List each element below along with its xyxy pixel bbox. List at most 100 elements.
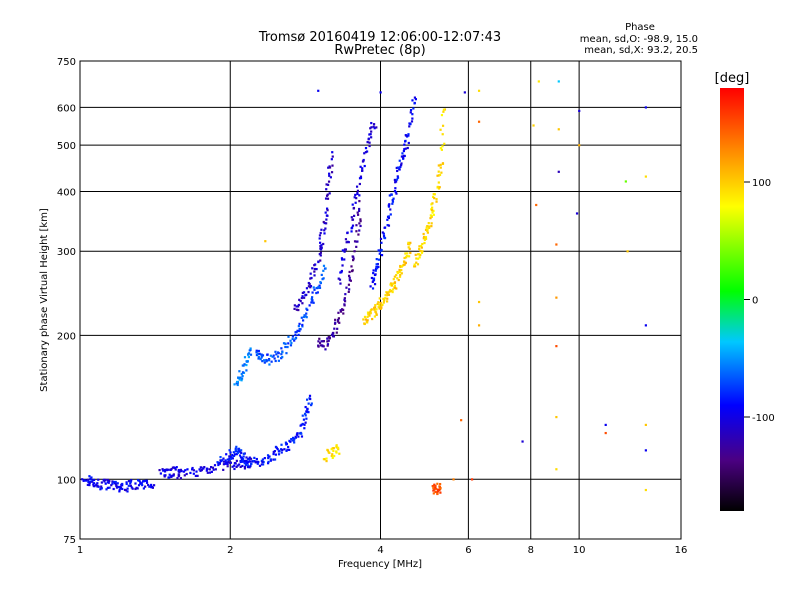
data-point — [418, 247, 421, 251]
data-point — [298, 329, 301, 333]
data-point — [301, 325, 304, 328]
data-point — [380, 253, 384, 257]
data-point — [348, 276, 351, 279]
data-point — [322, 269, 325, 272]
data-point — [242, 364, 245, 367]
data-point — [205, 467, 209, 470]
data-point — [432, 193, 435, 196]
data-point — [367, 313, 370, 316]
data-point — [312, 301, 315, 304]
data-point — [293, 438, 296, 441]
data-point — [322, 340, 325, 343]
data-point — [377, 305, 380, 308]
data-point — [234, 447, 237, 450]
data-point — [235, 445, 238, 448]
data-point — [301, 302, 304, 305]
data-point — [413, 263, 416, 266]
data-point — [253, 456, 256, 459]
data-point — [397, 278, 400, 282]
data-point — [400, 155, 404, 158]
data-point — [395, 166, 398, 170]
data-point — [110, 484, 113, 487]
data-point — [297, 305, 300, 308]
data-point — [391, 290, 394, 294]
data-point — [237, 376, 240, 380]
data-point — [236, 451, 240, 454]
data-point — [280, 448, 283, 451]
data-point — [259, 358, 262, 361]
data-point — [280, 443, 283, 446]
data-point — [405, 134, 408, 137]
data-point — [428, 225, 431, 228]
data-point — [320, 228, 323, 231]
data-point — [345, 286, 348, 289]
data-point — [293, 339, 296, 342]
data-point — [256, 460, 259, 463]
data-point — [401, 152, 404, 155]
data-point — [261, 360, 264, 363]
data-point — [114, 483, 117, 486]
data-point — [295, 305, 298, 308]
data-point — [272, 450, 275, 454]
data-point — [285, 442, 289, 445]
data-point — [404, 261, 407, 264]
data-point — [363, 315, 367, 319]
data-point — [325, 188, 328, 191]
data-point — [150, 483, 153, 487]
data-point — [263, 359, 266, 362]
data-point — [117, 485, 120, 489]
data-point — [291, 337, 294, 341]
data-point — [168, 473, 171, 476]
data-point — [239, 376, 242, 379]
data-point — [439, 491, 442, 494]
axis-ticks: 1 2 4 6 8 10 16 75 100 200 300 400 500 600 750 — [57, 57, 687, 556]
data-point — [433, 197, 436, 200]
data-point — [326, 344, 329, 347]
data-point — [442, 108, 446, 111]
data-point — [359, 175, 363, 178]
data-point — [367, 137, 370, 140]
data-point — [368, 141, 371, 144]
data-point — [389, 208, 392, 211]
data-point — [315, 291, 318, 295]
data-point — [443, 142, 446, 145]
data-point — [97, 485, 100, 488]
data-point — [225, 453, 228, 456]
data-point — [341, 258, 344, 261]
data-point — [342, 308, 345, 312]
data-point — [379, 301, 382, 305]
data-point — [398, 159, 401, 162]
data-point — [387, 291, 390, 294]
data-point — [387, 224, 391, 227]
data-point — [118, 490, 121, 493]
data-point — [92, 483, 95, 486]
data-point — [375, 308, 378, 311]
data-point — [382, 301, 385, 304]
data-point — [255, 349, 258, 352]
data-point — [177, 473, 180, 476]
data-point — [317, 89, 320, 92]
plot-frame — [79, 60, 682, 540]
data-point — [233, 383, 236, 386]
x-tick-label: 4 — [377, 545, 383, 556]
data-point — [400, 272, 403, 275]
data-point — [434, 487, 438, 490]
data-point — [124, 489, 128, 492]
data-point — [241, 371, 245, 374]
data-point — [331, 456, 334, 460]
data-point — [477, 324, 481, 327]
data-point — [231, 454, 234, 457]
data-point — [377, 258, 380, 261]
data-point — [442, 110, 445, 113]
data-point — [369, 312, 372, 315]
data-point — [313, 274, 316, 277]
data-point — [370, 136, 373, 139]
data-point — [159, 472, 162, 475]
data-point — [379, 237, 383, 241]
data-point — [400, 162, 403, 165]
data-point — [359, 165, 362, 168]
data-point — [216, 461, 219, 464]
data-point — [311, 299, 314, 302]
data-point — [407, 246, 410, 249]
data-point — [302, 291, 306, 294]
